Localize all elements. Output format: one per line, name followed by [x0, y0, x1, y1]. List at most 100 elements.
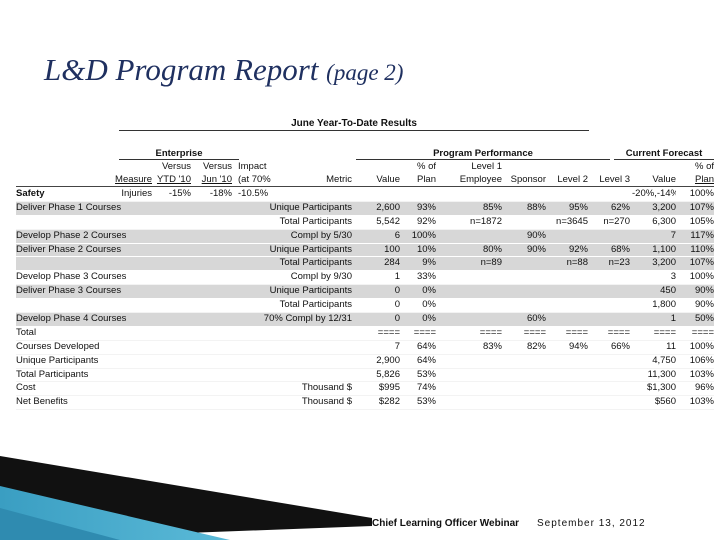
table-row: Deliver Phase 2 Courses Unique Participan… [16, 243, 714, 258]
col-fc-plan: 96% [694, 382, 714, 394]
col-fc-value: $1,300 [646, 382, 676, 394]
col-fc-plan: 90% [694, 299, 714, 311]
col-sponsor [504, 161, 546, 174]
col-fc-value: $560 [654, 396, 676, 408]
col-employee: Employee [459, 174, 502, 185]
col-metric [246, 161, 352, 174]
data-rows: Safety Injuries -15% -18% -10.5% -20%,-14% 100… [16, 188, 714, 411]
col-level3: Level 3 [599, 174, 630, 185]
col-value: 5,542 [376, 215, 400, 227]
col-pct-plan: 10% [416, 243, 436, 255]
col-sponsor: 60% [526, 313, 546, 325]
col-level2 [548, 161, 588, 174]
col-level3: 68% [610, 243, 630, 255]
table-row: Safety Injuries -15% -18% -10.5% -20%,-14% 100… [16, 188, 714, 202]
col-fc-value: 3 [670, 271, 676, 283]
col-fc-value: 7 [670, 229, 676, 241]
col-level2: 92% [568, 243, 588, 255]
col-measure: Measure [115, 174, 152, 185]
table-row: Develop Phase 2 Courses Compl by 5/30 6 100… [16, 229, 714, 244]
col-level2: n=3645 [556, 215, 588, 227]
col-pct-plan: 53% [416, 368, 436, 380]
table-row: Total Participants 0 0% 1,800 90% [16, 299, 714, 314]
col-fc-plan: 103% [689, 368, 714, 380]
col-pct-plan: 0% [422, 313, 436, 325]
col-employee: n=89 [480, 257, 502, 269]
col-level3: n=23 [608, 257, 630, 269]
col-fc-value: 3,200 [652, 257, 676, 269]
col-metric: Unique Participants [269, 201, 352, 213]
col-fc-value: 4,750 [652, 354, 676, 366]
col-fc-value: 1,100 [652, 243, 676, 255]
col-employee: 83% [482, 340, 502, 352]
table-row: Cost Thousand $ $995 74% $1,300 96% [16, 382, 714, 397]
col-fc-plan: 90% [694, 285, 714, 297]
table-row: Net Benefits Thousand $ $282 53% $560 103% [16, 396, 714, 411]
col-fc-value: 6,300 [652, 215, 676, 227]
col-metric: Compl by 9/30 [290, 271, 352, 283]
col-value: ==== [377, 326, 400, 338]
table-row: Deliver Phase 1 Courses Unique Participan… [16, 201, 714, 216]
col-fc-plan: 50% [694, 313, 714, 325]
col-metric: Metric [326, 174, 352, 185]
table-row: Total ==== ==== ==== ==== ==== ==== ==== ==== [16, 327, 714, 341]
col-fc-plan: 105% [689, 215, 714, 227]
col-label: Unique Participants [16, 354, 99, 366]
col-value: 1 [394, 271, 400, 283]
col-pct-plan: 74% [416, 382, 436, 394]
col-metric: Unique Participants [269, 285, 352, 297]
col-pct-plan: 9% [422, 257, 436, 269]
table-row: Develop Phase 4 Courses 70% Compl by 12/3… [16, 313, 714, 327]
col-value: 7 [394, 340, 400, 352]
col-metric: Total Participants [279, 215, 352, 227]
col-label: Develop Phase 2 Courses [16, 229, 127, 241]
table-row: Develop Phase 3 Courses Compl by 9/30 1 33%… [16, 271, 714, 286]
col-value: 6 [394, 229, 400, 241]
col-label: Deliver Phase 2 Courses [16, 243, 122, 255]
col-pct-plan: 53% [416, 396, 436, 408]
col-vs-ytd: YTD '10 [156, 174, 191, 185]
col-impact: (at 70% [238, 174, 271, 185]
col-employee: 85% [482, 201, 502, 213]
group-enterprise: Enterprise [119, 148, 239, 160]
col-value: 100 [384, 243, 400, 255]
col-pct-plan: 64% [416, 354, 436, 366]
col-fc-value: 450 [660, 285, 676, 297]
col-fc-value: Value [652, 174, 676, 185]
table-row: Deliver Phase 3 Courses Unique Participan… [16, 285, 714, 300]
col-level3: n=270 [603, 215, 630, 227]
col-fc-value: 11 [666, 340, 676, 352]
col-fc-value [632, 161, 676, 174]
col-fc-value: -20%,-14% [632, 188, 676, 199]
col-pct-plan: 93% [416, 201, 436, 213]
col-label: Cost [16, 382, 36, 394]
header-row-1: Versus Versus Impact % of Level 1 % of [16, 161, 714, 173]
col-fc-value: ==== [653, 326, 676, 338]
col-level2: 95% [568, 201, 588, 213]
col-level2: 94% [568, 340, 588, 352]
footer-event: Chief Learning Officer Webinar [372, 518, 520, 529]
col-level3: ==== [607, 326, 630, 338]
col-fc-plan: 117% [690, 229, 714, 241]
group-forecast: Current Forecast [614, 148, 714, 160]
col-fc-value: 11,300 [647, 368, 676, 380]
col-measure: Injuries [121, 188, 152, 199]
col-sponsor: 82% [526, 340, 546, 352]
col-sponsor: 88% [526, 201, 546, 213]
col-metric: Compl by 5/30 [290, 229, 352, 241]
col-label: Develop Phase 4 Courses [16, 313, 127, 325]
col-level3: 66% [610, 340, 630, 352]
col-vs-jun: Jun '10 [201, 174, 232, 185]
col-level2: Level 2 [557, 174, 588, 185]
col-fc-plan: 107% [689, 257, 714, 269]
col-fc-value: 1 [670, 313, 676, 325]
col-fc-plan: ==== [691, 326, 714, 338]
col-pct-plan: 33% [416, 271, 436, 283]
col-fc-value: 1,800 [652, 299, 676, 311]
col-level3 [590, 161, 630, 174]
group-program: Program Performance [356, 148, 610, 160]
col-fc-plan: 107% [689, 201, 714, 213]
slide-title: L&D Program Report (page 2) [44, 52, 403, 88]
col-pct-plan: 64% [416, 340, 436, 352]
col-fc-plan: Plan [694, 174, 714, 185]
